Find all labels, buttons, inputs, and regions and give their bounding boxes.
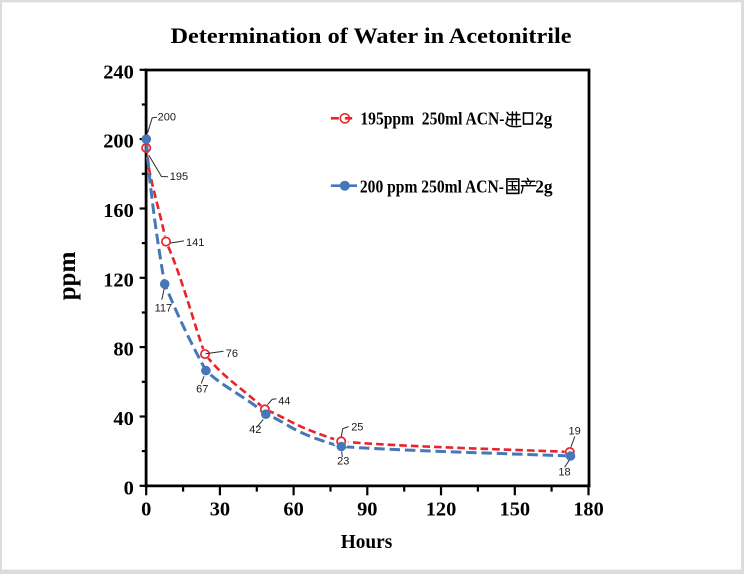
svg-text:240: 240 bbox=[103, 61, 134, 83]
svg-text:2g: 2g bbox=[535, 177, 553, 197]
svg-text:0: 0 bbox=[141, 498, 151, 520]
svg-text:Determination of Water in Acet: Determination of Water in Acetonitrile bbox=[171, 23, 572, 48]
svg-text:18: 18 bbox=[558, 467, 570, 479]
svg-text:19: 19 bbox=[569, 425, 581, 437]
svg-text:60: 60 bbox=[283, 498, 303, 520]
svg-text:160: 160 bbox=[103, 200, 134, 222]
svg-text:ppm: ppm bbox=[54, 251, 81, 300]
svg-text:90: 90 bbox=[357, 498, 377, 520]
svg-text:25: 25 bbox=[351, 422, 363, 434]
svg-text:40: 40 bbox=[113, 408, 133, 430]
svg-text:195ppm 250ml ACN-: 195ppm 250ml ACN- bbox=[360, 108, 504, 128]
svg-text:180: 180 bbox=[573, 498, 604, 520]
svg-text:200: 200 bbox=[103, 131, 134, 153]
svg-text:117: 117 bbox=[155, 303, 173, 315]
svg-text:0: 0 bbox=[124, 477, 134, 499]
svg-text:67: 67 bbox=[196, 384, 208, 396]
svg-text:Hours: Hours bbox=[341, 531, 393, 553]
svg-text:120: 120 bbox=[426, 498, 457, 520]
svg-text:150: 150 bbox=[500, 498, 531, 520]
svg-text:42: 42 bbox=[249, 424, 261, 436]
svg-text:44: 44 bbox=[278, 396, 290, 408]
svg-text:200: 200 bbox=[158, 111, 176, 123]
svg-text:23: 23 bbox=[337, 456, 349, 468]
svg-text:120: 120 bbox=[103, 269, 134, 291]
svg-text:195: 195 bbox=[170, 171, 188, 183]
svg-text:200 ppm 250ml ACN-: 200 ppm 250ml ACN- bbox=[360, 177, 504, 197]
svg-text:141: 141 bbox=[186, 237, 204, 249]
svg-text:80: 80 bbox=[113, 339, 133, 361]
svg-text:2g: 2g bbox=[535, 108, 552, 128]
svg-text:76: 76 bbox=[226, 348, 238, 360]
svg-text:30: 30 bbox=[210, 498, 230, 520]
